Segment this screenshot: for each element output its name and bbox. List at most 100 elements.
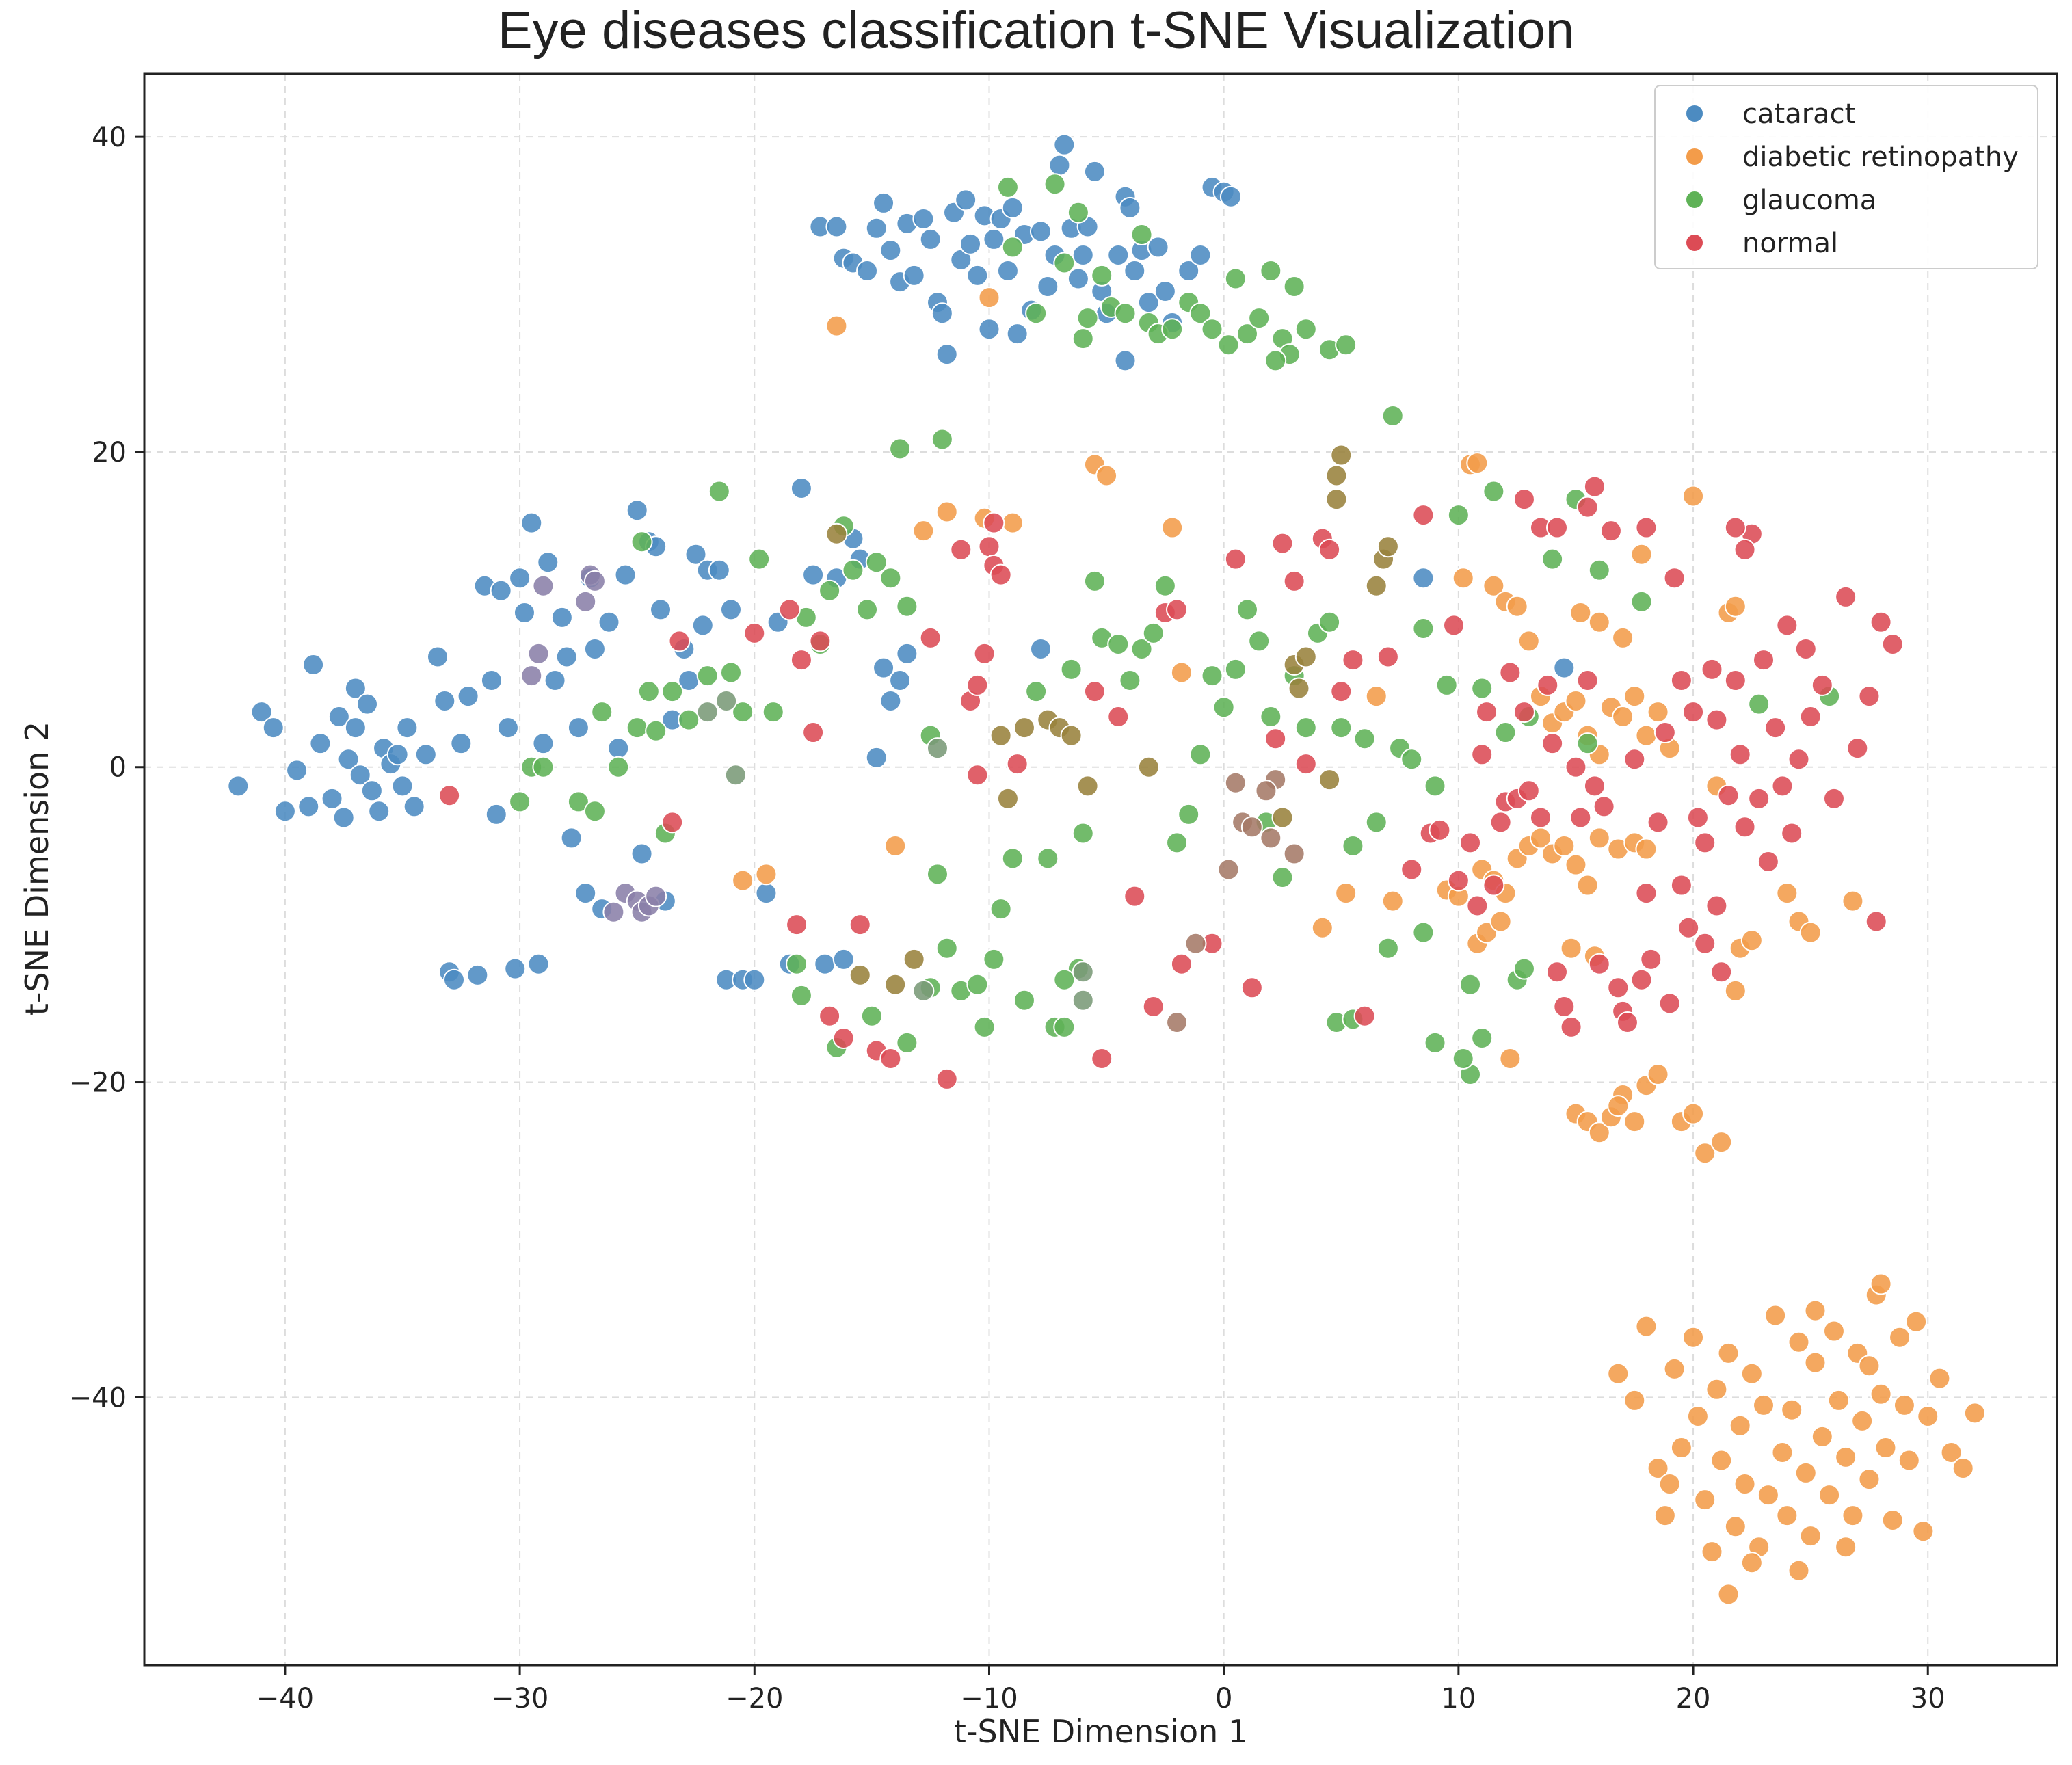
y-tick-label: 40 [92, 122, 127, 153]
point-glaucoma [1130, 224, 1153, 246]
y-axis-ticks: −40 −20 0 20 40 [69, 122, 144, 1414]
point-cataract [1154, 280, 1176, 302]
point-diabetic-retinopathy [1822, 1320, 1845, 1342]
point-glaucoma [1072, 822, 1094, 845]
legend-marker-normal [1685, 233, 1704, 252]
point-normal [1635, 882, 1658, 905]
point-cataract [865, 746, 888, 769]
point-diabetic-retinopathy [1607, 1362, 1630, 1385]
point-cataract [873, 191, 895, 214]
point-diabetic-retinopathy [1870, 1273, 1892, 1295]
point-glaucoma [509, 791, 531, 813]
point-cataract [1412, 567, 1435, 589]
point-diabetic-retinopathy [1001, 512, 1024, 534]
point-diabetic-retinopathy [1928, 1367, 1951, 1390]
point-normal [1142, 995, 1165, 1018]
point-diabetic-retinopathy [1799, 921, 1822, 944]
point-normal [1788, 748, 1810, 771]
point-cataract [873, 656, 895, 679]
point-cataract [814, 953, 836, 975]
point-glaucoma [1236, 598, 1258, 621]
point-normal [1881, 633, 1904, 656]
point-normal [743, 622, 766, 644]
point-glaucoma [1459, 973, 1482, 996]
point-normal [786, 914, 808, 936]
point-glaucoma [1091, 264, 1113, 287]
point-glaucoma [645, 719, 667, 742]
point-normal [1541, 732, 1564, 755]
point-glaucoma [996, 176, 1019, 198]
point-diabetic-retinopathy [755, 863, 778, 886]
point-cataract [250, 701, 273, 724]
point-cataract [368, 800, 390, 823]
point-cataract [386, 743, 409, 766]
point-glaucoma [1201, 318, 1223, 341]
point-diabetic-retinopathy [1452, 567, 1474, 589]
point-normal [1170, 953, 1193, 975]
point-normal [1429, 819, 1451, 841]
legend-label-cataract: cataract [1742, 98, 1855, 130]
point-glaucoma [973, 1016, 996, 1038]
point-glaucoma [1471, 677, 1493, 700]
point-normal [1753, 649, 1775, 672]
point-diabetic-retinopathy [1658, 1473, 1681, 1496]
point-cataract [434, 689, 456, 712]
point-normal [1593, 795, 1615, 818]
point-cataract [598, 611, 620, 633]
point-cataract [466, 964, 489, 986]
point-diabetic-retinopathy [1483, 574, 1505, 597]
x-tick-label: −30 [491, 1683, 548, 1714]
point-normal [1799, 706, 1822, 728]
point-glaucoma [856, 598, 879, 621]
point-cataract [583, 637, 606, 660]
point-cataract [719, 598, 742, 621]
point-cataract [1114, 349, 1137, 372]
point-normal [989, 563, 1012, 586]
point-glaucoma [931, 428, 953, 451]
point-cataract [1001, 196, 1024, 219]
point-diabetic-retinopathy [1612, 626, 1634, 649]
point-normal [832, 1027, 855, 1050]
point-overlap [1137, 756, 1160, 778]
point-diabetic-retinopathy [1647, 701, 1669, 724]
point-diabetic-retinopathy [1670, 1437, 1692, 1459]
point-cataract [1178, 259, 1200, 282]
point-cataract [935, 343, 958, 366]
point-cataract [344, 717, 367, 739]
point-normal [1565, 756, 1587, 778]
point-glaucoma [1424, 775, 1446, 797]
point-diabetic-retinopathy [1811, 1425, 1833, 1448]
point-glaucoma [1260, 706, 1282, 728]
point-cataract [865, 217, 888, 239]
point-cataract [550, 606, 573, 628]
point-glaucoma [1748, 693, 1770, 715]
point-cataract [457, 685, 479, 708]
point-glaucoma [1353, 728, 1376, 750]
point-cataract [912, 207, 935, 230]
point-cataract [919, 228, 942, 250]
point-normal [1499, 661, 1522, 684]
point-cataract [607, 737, 630, 760]
point-normal [1537, 674, 1559, 696]
point-diabetic-retinopathy [1804, 1351, 1827, 1374]
point-normal [1670, 874, 1692, 897]
point-diabetic-retinopathy [1917, 1405, 1939, 1427]
x-axis-ticks: −40 −30 −20 −10 0 10 20 30 [256, 1665, 1945, 1714]
point-diabetic-retinopathy [1381, 890, 1404, 912]
point-diabetic-retinopathy [1729, 1414, 1751, 1437]
point-cataract [356, 693, 379, 715]
point-glaucoma [748, 548, 771, 570]
point-glaucoma [1576, 732, 1599, 755]
point-glaucoma [1114, 302, 1137, 325]
point-glaucoma [1248, 307, 1271, 330]
point-glaucoma [1037, 847, 1059, 870]
point-diabetic-retinopathy [1905, 1310, 1928, 1333]
point-glaucoma [732, 701, 754, 724]
point-normal [1353, 1005, 1376, 1027]
point-diabetic-retinopathy [1311, 916, 1333, 939]
point-diabetic-retinopathy [1724, 979, 1746, 1002]
point-cataract [414, 743, 437, 766]
point-normal [778, 598, 801, 621]
point-normal [1271, 532, 1294, 555]
point-glaucoma [879, 567, 902, 589]
